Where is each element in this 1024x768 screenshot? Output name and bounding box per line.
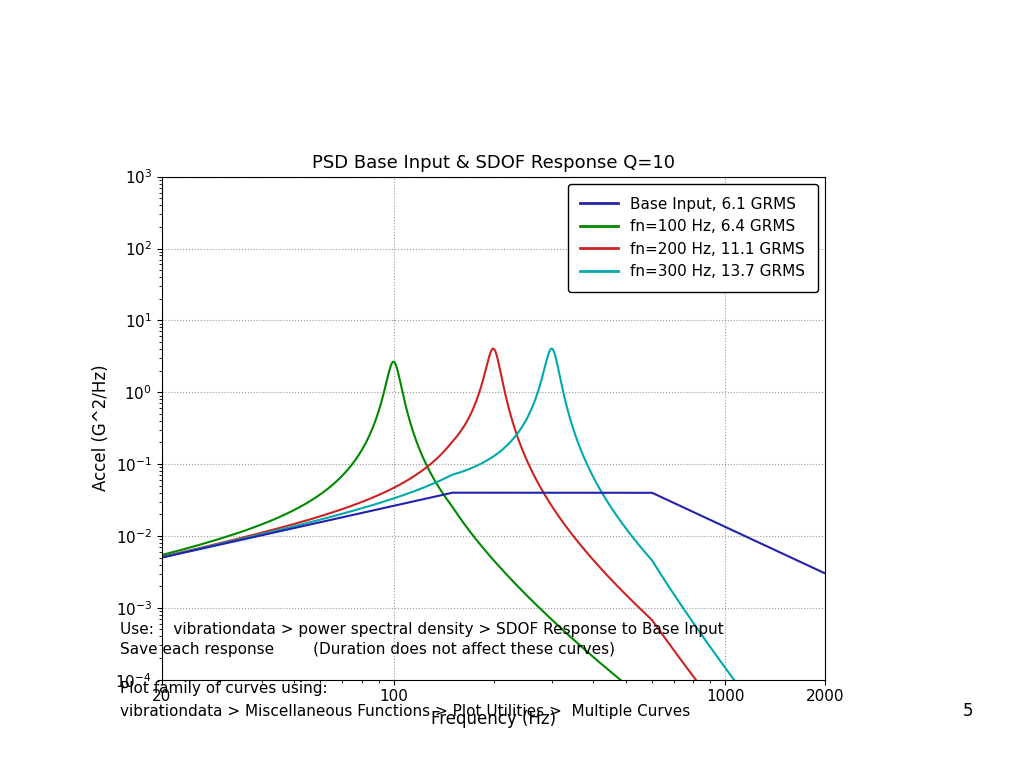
Text: Plot family of curves using:: Plot family of curves using: [120, 680, 328, 696]
Text: vibrationdata > Miscellaneous Functions > Plot Utilities >  Multiple Curves: vibrationdata > Miscellaneous Functions … [120, 703, 690, 719]
Y-axis label: Accel (G^2/Hz): Accel (G^2/Hz) [92, 365, 110, 492]
Legend: Base Input, 6.1 GRMS, fn=100 Hz, 6.4 GRMS, fn=200 Hz, 11.1 GRMS, fn=300 Hz, 13.7: Base Input, 6.1 GRMS, fn=100 Hz, 6.4 GRM… [568, 184, 818, 292]
Title: PSD Base Input & SDOF Response Q=10: PSD Base Input & SDOF Response Q=10 [312, 154, 675, 172]
Text: Save each response        (Duration does not affect these curves): Save each response (Duration does not af… [120, 642, 614, 657]
Text: 5: 5 [963, 702, 973, 720]
Text: Use:    vibrationdata > power spectral density > SDOF Response to Base Input: Use: vibrationdata > power spectral dens… [120, 621, 724, 637]
X-axis label: Frequency (Hz): Frequency (Hz) [431, 710, 556, 728]
